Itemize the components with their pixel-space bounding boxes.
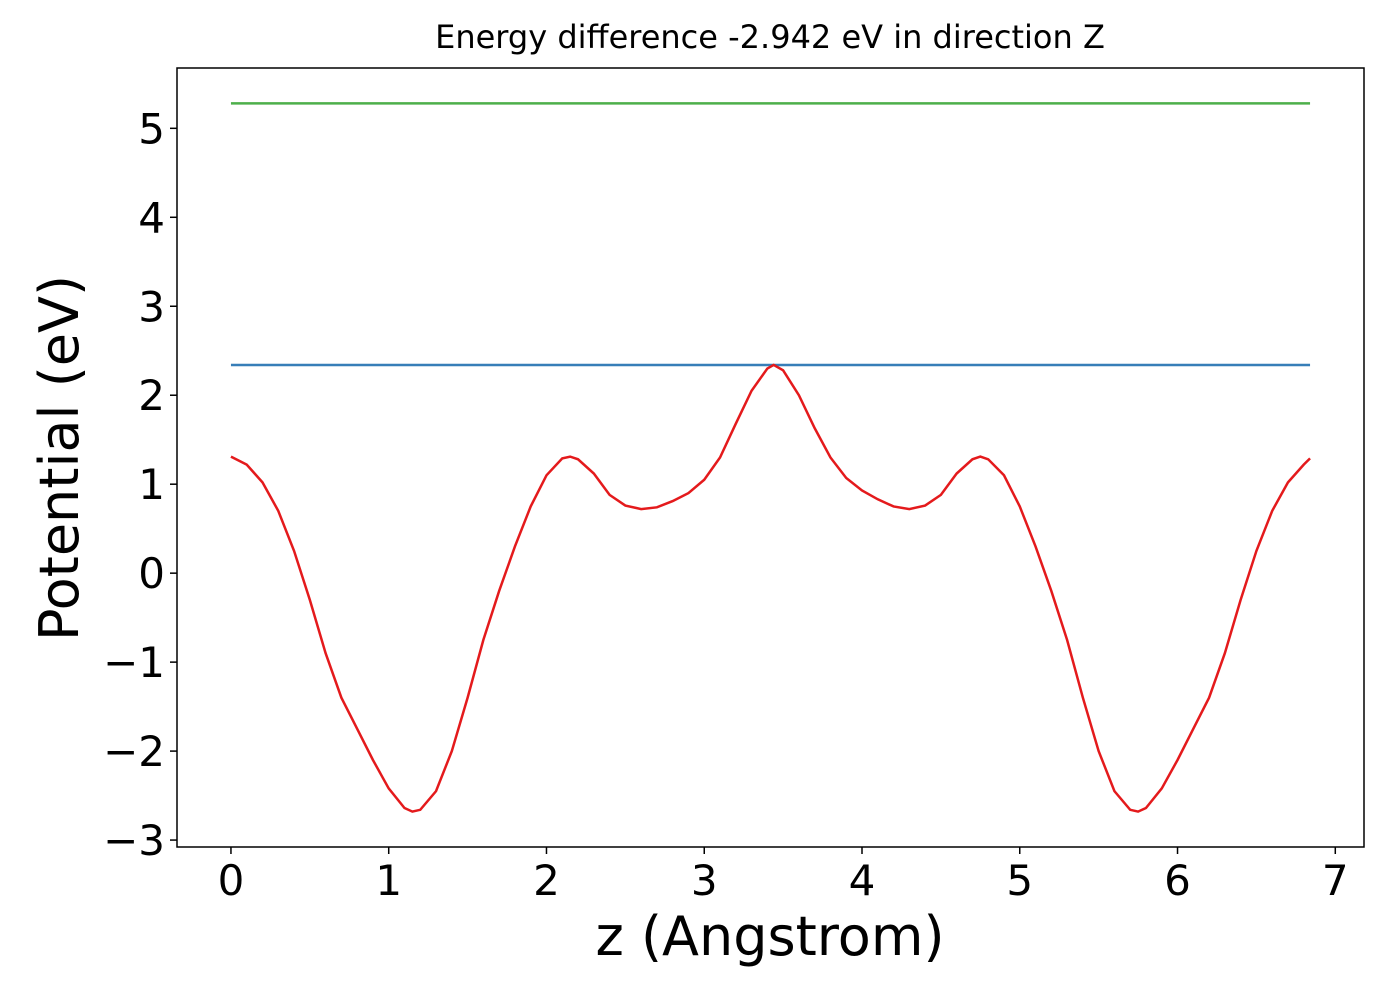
x-tick-label: 2 <box>533 856 560 905</box>
x-tick-label: 0 <box>218 856 245 905</box>
y-tick-label: 5 <box>138 104 165 153</box>
y-tick-label: 4 <box>138 193 165 242</box>
y-tick-label: 0 <box>138 549 165 598</box>
data-line <box>230 363 1311 813</box>
y-tick-label: 1 <box>138 460 165 509</box>
x-tick-label: 7 <box>1322 856 1349 905</box>
plot-frame <box>176 67 1365 848</box>
chart-title: Energy difference -2.942 eV in direction… <box>435 18 1105 56</box>
y-tick-label: 2 <box>138 371 165 420</box>
y-axis-label: Potential (eV) <box>28 275 91 641</box>
x-tick-label: 3 <box>691 856 718 905</box>
x-tick-label: 6 <box>1164 856 1191 905</box>
y-tick-label: −2 <box>103 727 165 776</box>
x-tick-label: 1 <box>375 856 402 905</box>
y-tick-label: 3 <box>138 282 165 331</box>
x-axis-label: z (Angstrom) <box>595 905 944 968</box>
x-tick-label: 5 <box>1006 856 1033 905</box>
y-tick-label: −3 <box>103 816 165 865</box>
x-tick-label: 4 <box>849 856 876 905</box>
y-tick-label: −1 <box>103 638 165 687</box>
